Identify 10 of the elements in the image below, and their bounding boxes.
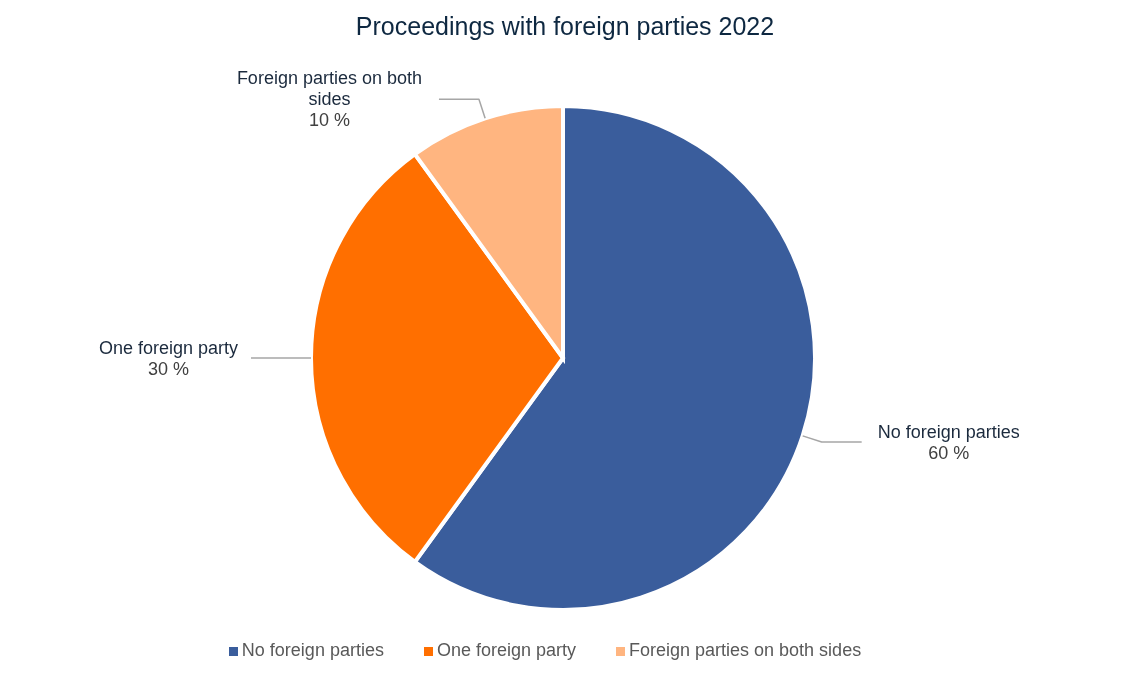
legend-label: No foreign parties xyxy=(241,640,384,660)
legend-label: Foreign parties on both sides xyxy=(629,640,862,660)
data-label: 60 % xyxy=(928,442,970,463)
chart-title: Proceedings with foreign parties 2022 xyxy=(354,12,776,41)
slice-label: No foreign parties xyxy=(877,421,1020,442)
legend-label: One foreign party xyxy=(436,640,576,660)
slice-label: Foreign parties on both sides xyxy=(236,68,423,110)
data-label: 10 % xyxy=(308,110,350,131)
data-label: 30 % xyxy=(147,358,190,379)
slice-label: One foreign party xyxy=(98,337,239,358)
